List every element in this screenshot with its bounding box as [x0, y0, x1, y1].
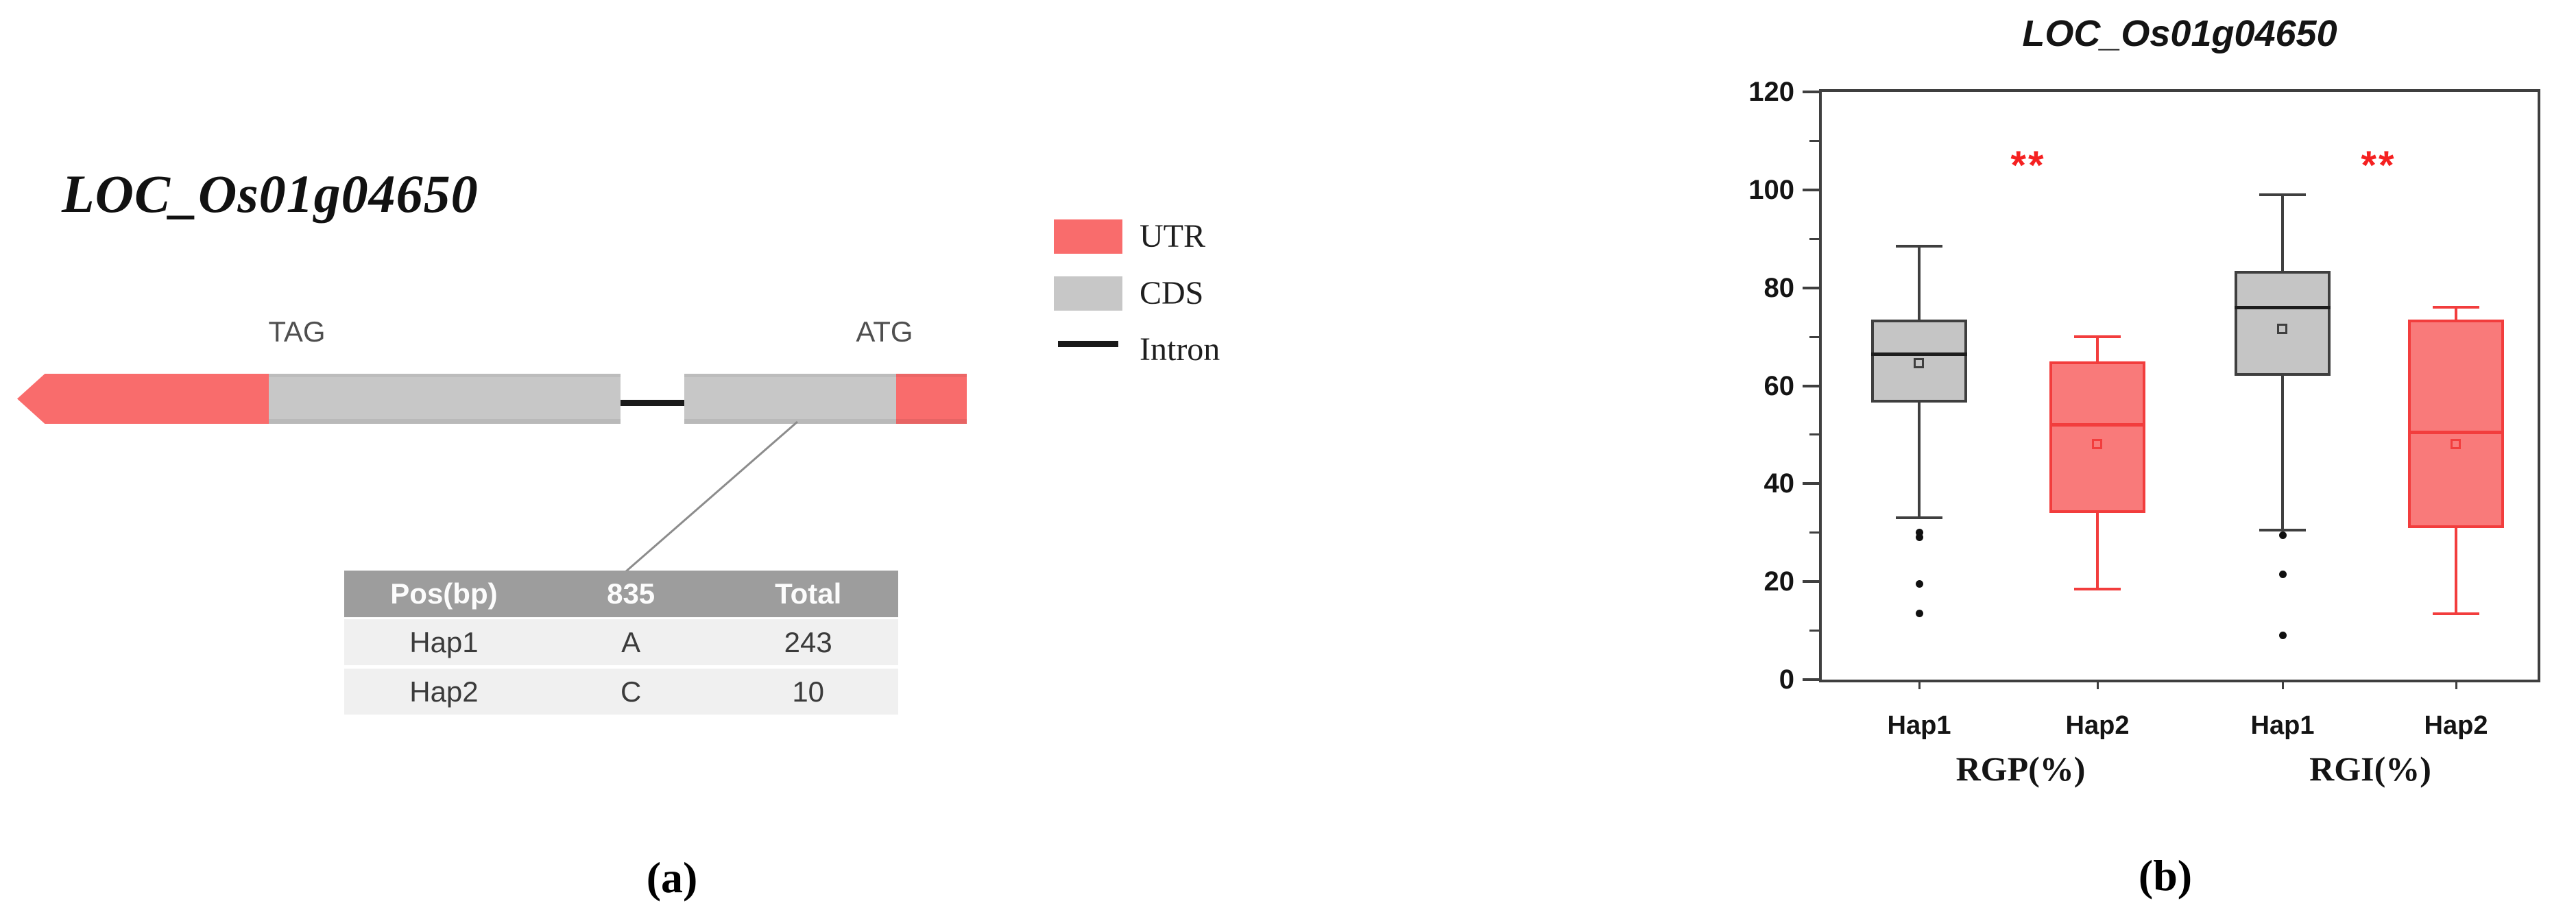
whisker-lower-line — [2455, 527, 2457, 614]
whisker-lower-line — [2096, 513, 2099, 589]
panel-b-label: (b) — [2138, 851, 2193, 900]
whisker-lower-cap — [2074, 587, 2121, 590]
legend-swatch-utr — [1054, 219, 1122, 254]
median-line — [2408, 430, 2504, 434]
mean-marker — [1914, 358, 1924, 369]
mean-marker — [2092, 439, 2102, 450]
whisker-upper-line — [2096, 337, 2099, 361]
x-category-label: Hap1 — [2250, 711, 2315, 740]
table-row: Hap2 C 10 — [344, 669, 898, 715]
x-tick — [2096, 680, 2099, 689]
x-group-label: RGI(%) — [2309, 750, 2431, 788]
y-major-tick — [1803, 678, 1819, 681]
significance-marker: ** — [2010, 143, 2046, 189]
chart-title: LOC_Os01g04650 — [2022, 13, 2337, 54]
outlier-dot — [1915, 529, 1923, 537]
outlier-dot — [1915, 580, 1923, 588]
y-tick-label: 100 — [1748, 174, 1794, 205]
table-header-pos: Pos(bp) — [390, 577, 498, 610]
cds-segment-1 — [269, 374, 621, 424]
box-hap1-rgp — [1871, 320, 1967, 403]
intron-line — [621, 400, 684, 406]
y-minor-tick — [1809, 139, 1819, 142]
median-line — [2049, 423, 2145, 427]
gene-title: LOC_Os01g04650 — [62, 164, 479, 224]
cell-hap1-allele: A — [621, 626, 641, 658]
whisker-lower-cap — [1896, 516, 1942, 520]
table-header-total: Total — [775, 577, 842, 610]
y-major-tick — [1803, 286, 1819, 289]
whisker-lower-line — [2281, 376, 2284, 531]
x-tick — [2455, 680, 2457, 689]
boxplot-plot-area: 0 20 40 60 80 100 120 Hap1 Hap2 RGP(%) ** Hap1 Hap2 R… — [1748, 77, 2540, 788]
legend-swatch-intron — [1058, 341, 1118, 347]
table-header-835: 835 — [607, 577, 655, 610]
mean-marker — [2277, 324, 2287, 335]
x-tick — [2281, 680, 2284, 689]
x-tick — [1918, 680, 1921, 689]
outlier-dot — [2278, 570, 2287, 578]
whisker-upper-cap — [2433, 306, 2479, 309]
whisker-upper-line — [1918, 246, 1921, 320]
y-minor-tick — [1809, 237, 1819, 240]
y-major-tick — [1803, 482, 1819, 486]
outlier-dot — [1915, 610, 1923, 618]
legend-label-cds: CDS — [1140, 275, 1204, 311]
cell-hap2-total: 10 — [792, 675, 825, 708]
whisker-upper-cap — [2259, 193, 2306, 196]
whisker-upper-cap — [2074, 335, 2121, 339]
table-row: Hap1 A 243 — [344, 619, 898, 665]
median-line — [1871, 352, 1967, 356]
y-tick-label: 40 — [1764, 468, 1795, 499]
y-minor-tick — [1809, 335, 1819, 338]
x-group-label: RGP(%) — [1955, 750, 2086, 788]
whisker-lower-cap — [2433, 612, 2479, 615]
y-tick-label: 120 — [1748, 77, 1794, 107]
y-tick-label: 60 — [1764, 370, 1795, 401]
median-line — [2235, 305, 2331, 309]
y-minor-tick — [1809, 630, 1819, 632]
legend-label-utr: UTR — [1140, 218, 1205, 254]
cell-hap2-name: Hap2 — [409, 675, 479, 708]
stop-codon-label: TAG — [268, 315, 326, 348]
panel-a-label: (a) — [646, 853, 698, 902]
legend-label-intron: Intron — [1140, 331, 1220, 368]
x-category-label: Hap2 — [2424, 711, 2488, 740]
legend-swatch-cds — [1054, 276, 1122, 311]
mean-marker — [2451, 439, 2461, 450]
outlier-dot — [1915, 534, 1923, 542]
whisker-upper-cap — [1896, 244, 1942, 248]
cell-hap2-allele: C — [620, 675, 642, 708]
utr-left-arrow-segment — [17, 374, 269, 424]
box-hap2-rgi — [2408, 320, 2504, 528]
y-tick-label: 20 — [1764, 566, 1795, 597]
start-codon-label: ATG — [856, 315, 913, 348]
y-major-tick — [1803, 580, 1819, 584]
outlier-dot — [2278, 531, 2287, 539]
cell-hap1-total: 243 — [784, 626, 832, 658]
utr-right-segment — [896, 374, 967, 424]
x-category-label: Hap1 — [1887, 711, 1951, 740]
outlier-dot — [2278, 632, 2287, 640]
whisker-upper-line — [2281, 194, 2284, 271]
y-major-tick — [1803, 188, 1819, 191]
significance-marker: ** — [2361, 143, 2396, 189]
x-category-label: Hap2 — [2065, 711, 2130, 740]
whisker-lower-cap — [2259, 529, 2306, 532]
y-minor-tick — [1809, 531, 1819, 534]
y-tick-label: 0 — [1779, 665, 1794, 695]
whisker-upper-line — [2455, 307, 2457, 320]
y-major-tick — [1803, 384, 1819, 387]
box-hap2-rgp — [2049, 361, 2145, 514]
cell-hap1-name: Hap1 — [409, 626, 479, 658]
y-minor-tick — [1809, 433, 1819, 436]
y-tick-label: 80 — [1764, 272, 1795, 303]
y-major-tick — [1803, 91, 1819, 93]
box-hap1-rgi — [2235, 270, 2331, 376]
table-header-row: Pos(bp) 835 Total — [344, 571, 898, 617]
whisker-lower-line — [1918, 403, 1921, 518]
cds-segment-2 — [684, 374, 896, 424]
